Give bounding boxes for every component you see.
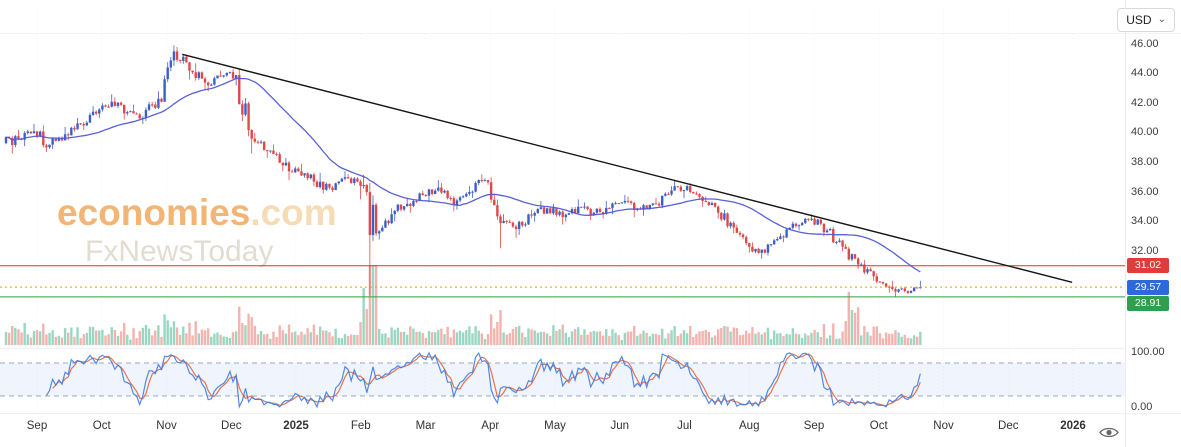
watermark-brand: economies.com [57,192,337,233]
watermark-brand-suffix: .com [250,192,337,233]
eye-icon-glyph [1099,427,1119,438]
eye-icon[interactable] [1099,426,1119,439]
watermark-subbrand: FxNewsToday [85,234,274,268]
currency-dropdown[interactable]: USD ⌄ [1117,8,1175,32]
watermark-brand-text: economies [57,192,251,233]
watermark: economies.com FxNewsToday [57,192,337,268]
currency-label: USD [1126,13,1152,27]
chevron-down-icon: ⌄ [1157,14,1166,25]
